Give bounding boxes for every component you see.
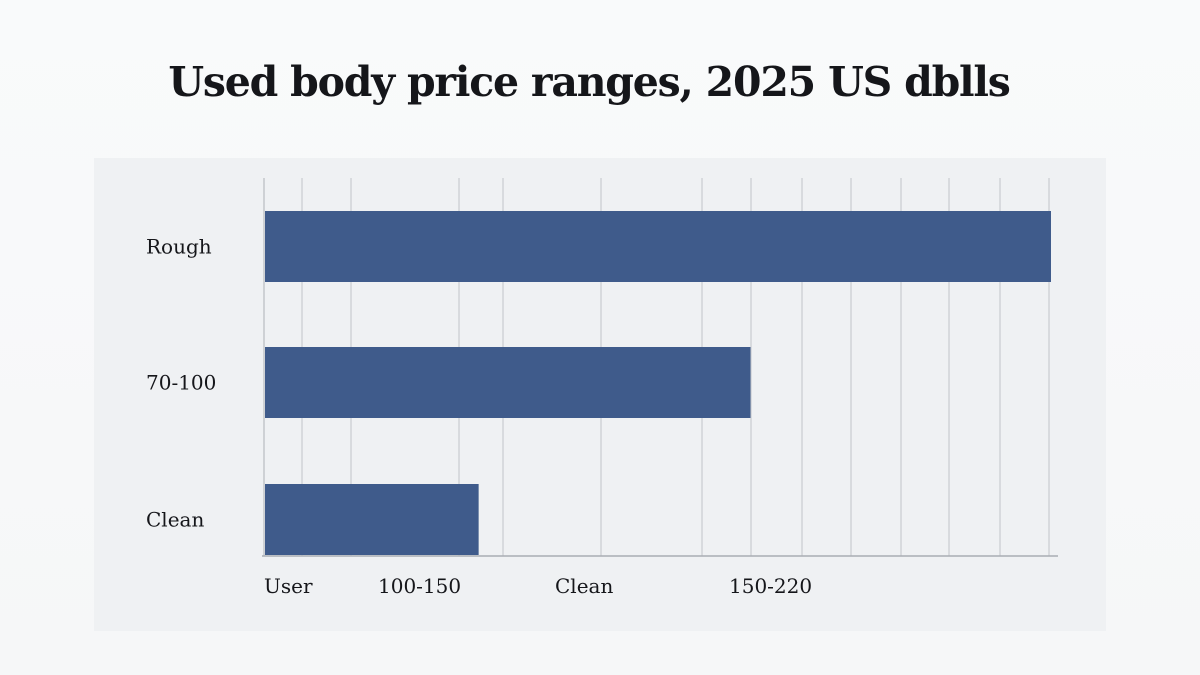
bar-rough — [265, 211, 1051, 282]
axes — [262, 178, 1058, 557]
category-label-0: Rough — [146, 235, 212, 259]
bar-70-100 — [265, 347, 751, 418]
x-tick-label-1: 100-150 — [378, 574, 461, 598]
x-tick-label-2: Clean — [555, 574, 613, 598]
x-tick-label-3: 150-220 — [729, 574, 812, 598]
category-label-2: Clean — [146, 508, 204, 532]
bar-clean — [265, 484, 479, 555]
bars — [265, 211, 1051, 555]
tick-labels: Rough 70-100 Clean User 100-150 Clean 150-220 — [146, 235, 812, 599]
x-tick-label-0: User — [264, 574, 313, 598]
category-label-1: 70-100 — [146, 371, 216, 395]
chart-title: Used body price ranges, 2025 US dblls — [168, 58, 1011, 106]
